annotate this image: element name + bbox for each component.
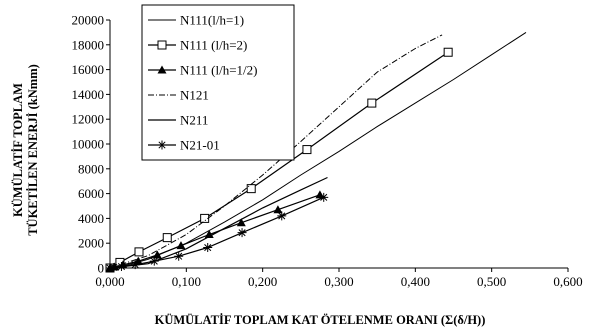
x-tick-label: 0,100 (172, 274, 201, 289)
y-tick-label: 18000 (72, 37, 105, 52)
data-point (273, 205, 283, 214)
data-point (130, 260, 140, 270)
y-tick-label: 20000 (72, 13, 105, 28)
data-point (157, 40, 167, 50)
series-1 (109, 31, 527, 269)
series-line (109, 176, 328, 269)
data-point (237, 228, 247, 238)
x-tick-label: 0,300 (324, 274, 353, 289)
data-point (116, 262, 126, 272)
legend-label: N111 (l/h=1/2) (180, 63, 258, 78)
data-point (236, 218, 246, 227)
legend-label: N21-01 (180, 138, 220, 153)
data-point (157, 65, 167, 74)
y-tick-label: 8000 (78, 161, 104, 176)
y-tick-label: 16000 (72, 62, 105, 77)
y-tick-label: 6000 (78, 186, 104, 201)
legend-item: N21-01 (148, 138, 220, 153)
legend-item: N211 (148, 113, 208, 128)
x-tick-label: 0,600 (553, 274, 582, 289)
data-point (367, 98, 377, 108)
series-line (109, 34, 443, 269)
x-tick-label: 0,500 (477, 274, 506, 289)
y-tick-label: 12000 (72, 112, 105, 127)
legend-label: N211 (180, 113, 208, 128)
legend: N111(l/h=1) N111 (l/h=2) N111 (l/h=1/2) N12… (141, 4, 295, 161)
y-tick-label: 2000 (78, 236, 104, 251)
data-point (152, 250, 162, 259)
x-axis-ticks: 0,000 0,100 0,200 0,300 0,400 0,500 0,600 (95, 268, 583, 289)
x-tick-label: 0,000 (95, 274, 124, 289)
series-6 (105, 192, 329, 273)
legend-label: N111 (l/h=2) (180, 38, 247, 53)
data-point (109, 263, 119, 273)
series-3 (105, 190, 325, 272)
data-point (277, 211, 287, 221)
x-tick-label: 0,400 (401, 274, 430, 289)
series-4 (109, 34, 443, 269)
data-point (204, 230, 214, 239)
data-point (149, 256, 159, 266)
legend-item: N111 (l/h=2) (148, 38, 247, 53)
data-point (133, 256, 143, 265)
y-tick-label: 14000 (72, 87, 105, 102)
y-tick-label: 0 (98, 261, 105, 276)
legend-item: N111 (l/h=1/2) (148, 63, 258, 78)
data-point (157, 140, 167, 150)
data-point (203, 243, 213, 253)
legend-label: N121 (180, 88, 209, 103)
legend-item: N111(l/h=1) (148, 13, 244, 28)
legend-box (141, 4, 295, 161)
y-tick-label: 10000 (72, 137, 105, 152)
x-tick-label: 0,200 (248, 274, 277, 289)
x-axis-title: KÜMÜLATİF TOPLAM KAT ÖTELENME ORANI (Σ(δ… (155, 313, 486, 327)
y-axis-title-line1: KÜMÜLATİF TOPLAM (11, 83, 25, 217)
data-point (319, 192, 329, 202)
y-axis-title-line2: TÜKETİLEN ENERJİ (kNmm) (26, 64, 40, 236)
data-point (174, 251, 184, 261)
data-point (162, 233, 172, 243)
data-point (134, 247, 144, 257)
legend-item: N121 (148, 88, 209, 103)
y-tick-label: 4000 (78, 211, 104, 226)
series-line (109, 194, 321, 269)
data-point (443, 47, 453, 57)
data-point (302, 145, 312, 155)
legend-label: N111(l/h=1) (180, 13, 244, 28)
series-line (109, 31, 527, 269)
y-axis-ticks: 0 2000 4000 6000 8000 10000 12000 14000 16000 180… (72, 13, 110, 276)
data-point (246, 184, 256, 194)
series-5 (109, 176, 328, 269)
data-point (176, 241, 186, 250)
series-layer (105, 31, 527, 273)
